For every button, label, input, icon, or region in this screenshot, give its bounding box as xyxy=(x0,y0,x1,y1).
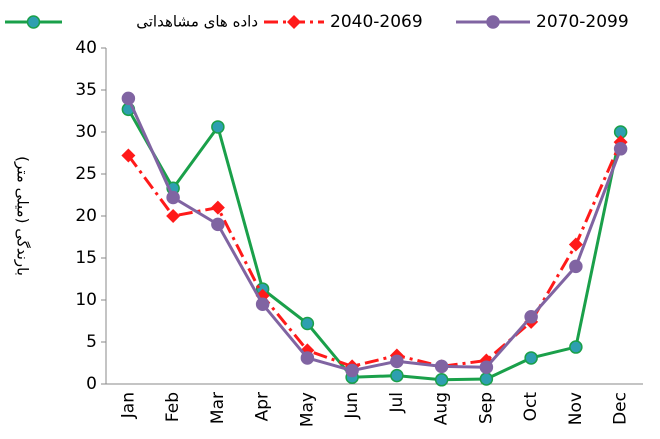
x-tick-label: Feb xyxy=(163,392,183,422)
legend-label: 2070-2099 xyxy=(536,12,629,32)
marker xyxy=(390,354,404,369)
marker xyxy=(434,373,449,387)
x-tick-label: Dec xyxy=(611,392,631,425)
x-tick-label: May xyxy=(297,392,317,427)
y-tick-label: 35 xyxy=(75,80,97,100)
marker xyxy=(210,200,225,215)
marker xyxy=(300,351,315,365)
marker xyxy=(569,340,583,354)
marker xyxy=(568,237,583,252)
y-tick-label: 15 xyxy=(75,248,97,268)
x-tick-label: Mar xyxy=(208,392,228,424)
marker xyxy=(166,190,180,205)
marker xyxy=(166,209,181,223)
x-tick-label: Oct xyxy=(521,392,541,422)
marker xyxy=(300,316,315,331)
marker xyxy=(524,351,538,365)
series-line xyxy=(127,97,623,373)
marker xyxy=(121,148,136,163)
y-tick-label: 25 xyxy=(75,164,97,184)
x-tick-label: Nov xyxy=(566,392,586,425)
marker xyxy=(345,363,359,378)
marker xyxy=(569,259,583,274)
y-tick-label: 0 xyxy=(86,374,97,394)
x-tick-label: Sep xyxy=(476,392,496,424)
legend-marker xyxy=(26,15,41,29)
legend-label: 2040-2069 xyxy=(330,12,423,32)
marker xyxy=(479,372,494,386)
legend-label: داده های مشاهداتی xyxy=(136,13,258,31)
marker xyxy=(211,217,225,232)
marker xyxy=(613,142,628,156)
marker xyxy=(211,120,225,134)
marker xyxy=(121,91,136,106)
y-tick-label: 20 xyxy=(75,206,97,226)
y-tick-label: 40 xyxy=(75,38,97,58)
y-tick-label: 10 xyxy=(75,290,97,310)
marker xyxy=(524,310,538,324)
y-tick-label: 5 xyxy=(86,332,97,352)
marker xyxy=(434,359,449,374)
x-tick-label: Apr xyxy=(253,392,273,421)
y-axis-title: بارندگی (میلی متر) xyxy=(14,156,32,276)
legend-marker xyxy=(287,15,301,29)
x-tick-label: Jan xyxy=(118,392,138,419)
x-tick-label: Jun xyxy=(342,392,362,420)
series-line xyxy=(127,108,623,382)
marker xyxy=(255,297,270,311)
x-tick-label: Jul xyxy=(387,392,407,414)
series-line xyxy=(127,141,622,368)
legend-marker xyxy=(486,15,500,29)
x-tick-label: Aug xyxy=(432,392,452,425)
marker xyxy=(479,360,494,374)
marker xyxy=(390,368,404,383)
y-tick-label: 30 xyxy=(75,122,97,142)
